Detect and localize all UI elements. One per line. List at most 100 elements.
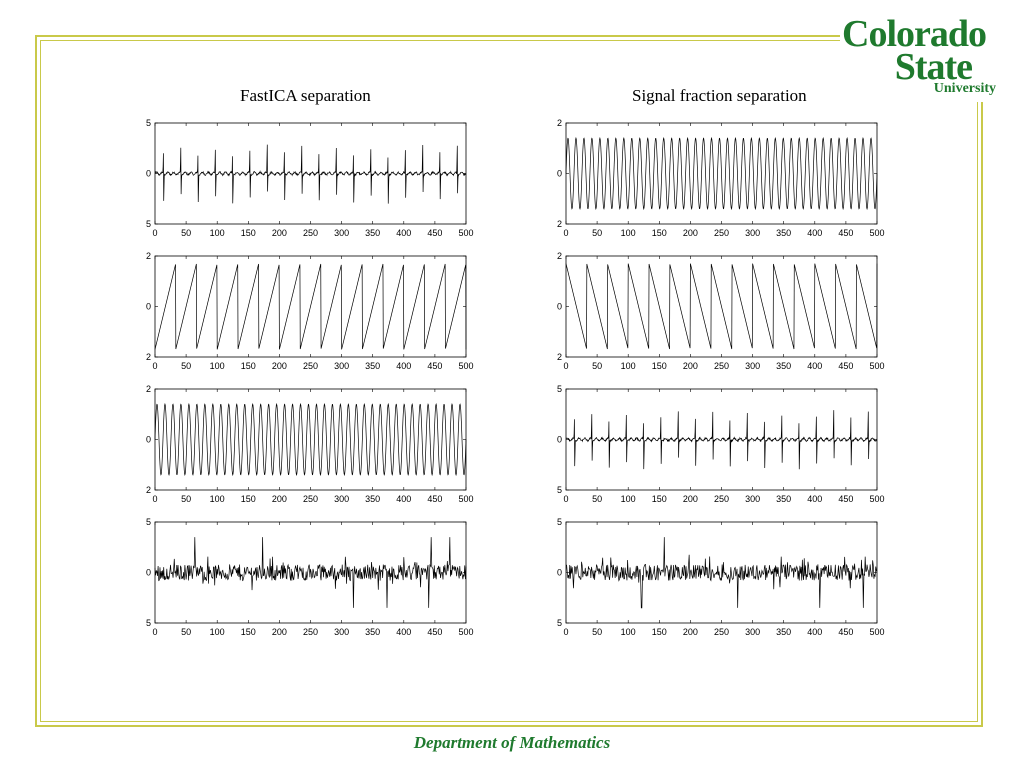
plot-2-4-ytick-label: 0	[557, 568, 562, 578]
plot-2-2-xtick-label: 450	[838, 361, 853, 371]
plot-1-1-xtick-label: 100	[210, 228, 225, 238]
plot-2-2-xtick-label: 200	[683, 361, 698, 371]
plot-1-4-ytick-label: 5	[146, 618, 151, 628]
plot-1-2-xtick-label: 200	[272, 361, 287, 371]
plot-2-2-xtick-label: 400	[807, 361, 822, 371]
plot-1-4-xtick-label: 0	[152, 627, 157, 637]
plot-2-3-xtick-label: 100	[621, 494, 636, 504]
plot-2-1-xtick-label: 300	[745, 228, 760, 238]
plot-2-3-xtick-label: 250	[714, 494, 729, 504]
fastica-column-title: FastICA separation	[240, 86, 371, 105]
plot-1-4-xtick-label: 400	[396, 627, 411, 637]
plot-2-4-xtick-label: 450	[838, 627, 853, 637]
plot-1-3-xtick-label: 0	[152, 494, 157, 504]
plot-1-4-xtick-label: 50	[181, 627, 191, 637]
plot-2-4-xtick-label: 250	[714, 627, 729, 637]
plot-2-2-xtick-label: 350	[776, 361, 791, 371]
plot-2-3-xtick-label: 300	[745, 494, 760, 504]
plot-2-2-ytick-label: 0	[557, 302, 562, 312]
plot-1-3-xtick-label: 200	[272, 494, 287, 504]
plot-1-3-xtick-label: 500	[458, 494, 473, 504]
plot-2-3-xtick-label: 500	[869, 494, 884, 504]
plot-1-1-xtick-label: 400	[396, 228, 411, 238]
plot-1-2-xtick-label: 450	[427, 361, 442, 371]
plot-1-2-xtick-label: 250	[303, 361, 318, 371]
plot-1-4-xtick-label: 500	[458, 627, 473, 637]
plot-2-4-ytick-label: 5	[557, 618, 562, 628]
plot-1-2-xtick-label: 350	[365, 361, 380, 371]
plot-2-2-ytick-label: 2	[557, 352, 562, 362]
plot-1-1-xtick-label: 300	[334, 228, 349, 238]
plot-2-3-xtick-label: 50	[592, 494, 602, 504]
plot-2-4-xtick-label: 350	[776, 627, 791, 637]
plot-2-3-xtick-label: 400	[807, 494, 822, 504]
plot-2-4-xtick-label: 100	[621, 627, 636, 637]
plot-2-4-xtick-label: 300	[745, 627, 760, 637]
logo-line-1: Colorado	[842, 13, 987, 55]
plot-1-1-ytick-label: 5	[146, 219, 151, 229]
plot-1-3-xtick-label: 350	[365, 494, 380, 504]
plot-1-1-xtick-label: 450	[427, 228, 442, 238]
plot-1-3-ytick-label: 2	[146, 384, 151, 394]
plot-2-2-series-line	[565, 263, 878, 350]
plot-2-4-xtick-label: 400	[807, 627, 822, 637]
plot-2-4-xtick-label: 500	[869, 627, 884, 637]
plot-1-1-xtick-label: 500	[458, 228, 473, 238]
plot-1-3-xtick-label: 100	[210, 494, 225, 504]
plot-2-3-ytick-label: 5	[557, 485, 562, 495]
plot-1-3-xtick-label: 150	[241, 494, 256, 504]
plot-2-3-series-line	[565, 410, 878, 470]
plot-2-1-xtick-label: 200	[683, 228, 698, 238]
plot-1-3-xtick-label: 250	[303, 494, 318, 504]
plot-2-2-xtick-label: 100	[621, 361, 636, 371]
plot-1-1-xtick-label: 250	[303, 228, 318, 238]
plot-1-3-xtick-label: 50	[181, 494, 191, 504]
plot-1-2-xtick-label: 400	[396, 361, 411, 371]
plot-2-4-xtick-label: 50	[592, 627, 602, 637]
university-logo: Colorado State University	[842, 13, 1012, 96]
plot-2-1-xtick-label: 450	[838, 228, 853, 238]
logo-line-3: University	[933, 81, 996, 96]
plot-1-4-xtick-label: 250	[303, 627, 318, 637]
plot-2-4-xtick-label: 200	[683, 627, 698, 637]
plot-1-4-xtick-label: 100	[210, 627, 225, 637]
plot-2-1-ytick-label: 2	[557, 219, 562, 229]
plot-2-1-xtick-label: 50	[592, 228, 602, 238]
plot-1-2-xtick-label: 100	[210, 361, 225, 371]
plot-1-4-xtick-label: 200	[272, 627, 287, 637]
plot-2-1-xtick-label: 400	[807, 228, 822, 238]
plot-1-2-ytick-label: 2	[146, 352, 151, 362]
plot-2-2-xtick-label: 500	[869, 361, 884, 371]
plot-2-4-xtick-label: 150	[652, 627, 667, 637]
plot-1-1-ytick-label: 0	[146, 169, 151, 179]
plot-1-2-series-line	[154, 263, 467, 350]
plot-1-3-ytick-label: 2	[146, 485, 151, 495]
plot-2-1-ytick-label: 0	[557, 169, 562, 179]
plot-2-2-xtick-label: 150	[652, 361, 667, 371]
plot-2-3-xtick-label: 150	[652, 494, 667, 504]
plot-1-1-ytick-label: 5	[146, 118, 151, 128]
plot-1-1-xtick-label: 200	[272, 228, 287, 238]
plot-1-2-xtick-label: 300	[334, 361, 349, 371]
plot-1-4-series-line	[154, 537, 467, 608]
plot-2-2-xtick-label: 300	[745, 361, 760, 371]
slide-border-inner	[40, 40, 978, 722]
plot-2-1-xtick-label: 0	[563, 228, 568, 238]
plot-1-3-series-line	[154, 402, 467, 477]
plot-2-1-xtick-label: 350	[776, 228, 791, 238]
plot-1-4-xtick-label: 150	[241, 627, 256, 637]
plot-1-3-ytick-label: 0	[146, 435, 151, 445]
slide-border-outer	[35, 35, 983, 727]
plot-2-1-xtick-label: 100	[621, 228, 636, 238]
footer-department: Department of Mathematics	[413, 733, 611, 752]
plot-1-2-ytick-label: 0	[146, 302, 151, 312]
plot-2-3-xtick-label: 0	[563, 494, 568, 504]
plot-2-3-xtick-label: 350	[776, 494, 791, 504]
plot-1-1-xtick-label: 0	[152, 228, 157, 238]
signal-fraction-column-title: Signal fraction separation	[632, 86, 807, 105]
plot-1-2-ytick-label: 2	[146, 251, 151, 261]
plot-2-4-series-line	[565, 537, 878, 609]
plot-2-2-xtick-label: 50	[592, 361, 602, 371]
plot-1-3-xtick-label: 400	[396, 494, 411, 504]
